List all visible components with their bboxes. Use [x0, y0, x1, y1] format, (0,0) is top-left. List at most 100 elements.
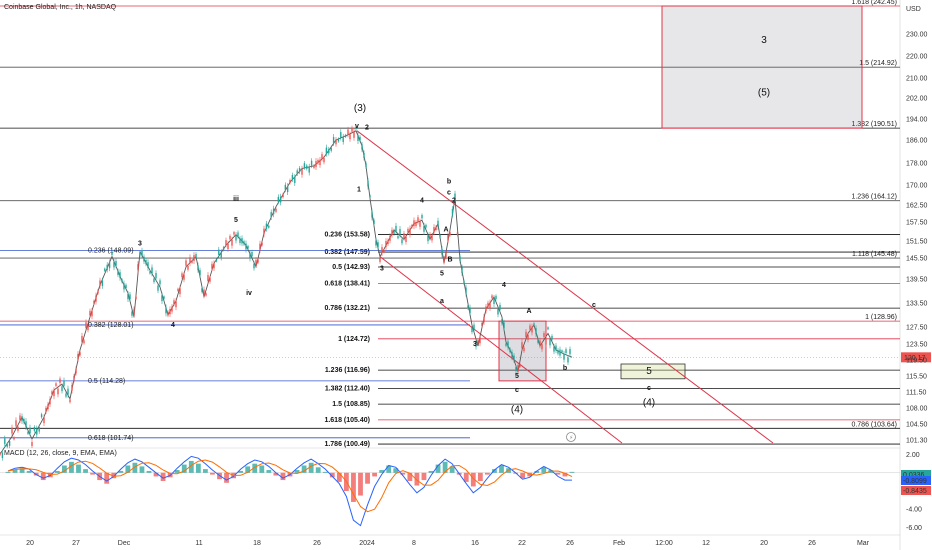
macd-histogram-bar: [386, 465, 392, 473]
candle-body: [515, 367, 517, 372]
candle-body: [155, 272, 157, 279]
candle-body: [479, 337, 481, 344]
candle-body: [399, 228, 401, 235]
candle-body: [441, 248, 443, 255]
candle-body: [57, 388, 59, 395]
candle-body: [461, 267, 463, 274]
x-tick-label: 8: [412, 540, 416, 547]
fib-level-label: 0.786 (103.64): [851, 421, 897, 428]
y-tick-label: 194.00: [906, 117, 928, 124]
candle-body: [123, 283, 125, 290]
wave-label: v: [355, 123, 359, 130]
candle-body: [435, 226, 437, 230]
macd-histogram-bar: [541, 467, 547, 473]
macd-histogram-bar: [499, 465, 504, 473]
wave-label: (3): [354, 103, 366, 114]
macd-histogram-bar: [104, 472, 110, 484]
macd-histogram-bar: [442, 461, 448, 473]
candle-body: [301, 168, 303, 175]
y-tick-label: 127.50: [906, 325, 928, 332]
x-tick-label: 22: [518, 540, 526, 547]
retracement-label: 1.618 (105.40): [324, 417, 370, 424]
candle-body: [533, 323, 535, 326]
candle-body: [4, 438, 6, 445]
y-tick-label: 119.50: [906, 358, 927, 365]
macd-histogram-bar: [569, 471, 575, 473]
candle-body: [335, 139, 337, 145]
candle-body: [229, 235, 231, 240]
candle-body: [27, 431, 29, 434]
macd-histogram-bar: [54, 470, 60, 473]
candle-body: [308, 166, 310, 173]
retracement-label: 0.618 (138.41): [324, 280, 370, 287]
candle-body: [177, 288, 179, 291]
candle-body: [106, 264, 108, 270]
macd-histogram-bar: [428, 470, 434, 473]
candle-body: [330, 147, 332, 151]
candle-body: [227, 243, 229, 250]
candle-body: [379, 258, 381, 262]
candle-body: [377, 242, 379, 248]
candle-body: [489, 302, 491, 309]
wave-label: 5: [234, 217, 238, 224]
candle-body: [353, 131, 355, 138]
candle-body: [59, 378, 61, 383]
candle-body: [425, 224, 427, 228]
macd-value-label: -0.8435: [903, 488, 927, 495]
fib-level-label: 1.5 (214.92): [859, 60, 897, 67]
gear-icon[interactable]: ⚡: [566, 432, 576, 442]
candle-body: [332, 137, 335, 143]
x-tick-label: Dec: [118, 540, 131, 547]
fib-levels: 1.618 (242.45) 1.5 (214.92) 1.382 (190.51)…: [0, 0, 900, 448]
candle-body: [141, 250, 143, 256]
macd-histogram-bar: [520, 472, 526, 479]
macd-histogram-bar: [336, 472, 342, 482]
candle-body: [125, 284, 127, 288]
candle-body: [541, 344, 543, 350]
retracement-label: 0.236 (153.58): [324, 231, 370, 238]
macd-histogram-bar: [5, 471, 11, 473]
candle-body: [220, 251, 222, 258]
candle-body: [531, 326, 533, 333]
candle-body: [361, 144, 363, 150]
retracement-label: 0.5 (142.93): [332, 264, 370, 271]
candle-body: [313, 165, 315, 168]
candle-body: [251, 251, 253, 257]
candle-body: [463, 280, 465, 284]
candle-body: [347, 129, 349, 135]
candle-body: [45, 407, 47, 412]
x-tick-label: 26: [808, 540, 816, 547]
blue-level-label: 0.236 (148.09): [88, 248, 134, 255]
candle-body: [495, 295, 497, 300]
candle-body: [189, 257, 191, 264]
candle-body: [231, 239, 233, 246]
signal-line: [7, 459, 573, 513]
candle-body: [159, 280, 161, 285]
candle-body: [215, 259, 218, 262]
small-target-box: [620, 363, 686, 380]
candle-body: [549, 339, 551, 346]
candle-body: [282, 194, 284, 198]
y-tick-label: 157.50: [906, 220, 928, 227]
macd-y-tick: -6.00: [906, 525, 922, 532]
wave-label: 3: [138, 240, 142, 247]
candle-body: [63, 380, 65, 386]
macd-histogram-bar: [181, 464, 187, 473]
candle-body: [437, 220, 439, 227]
symbol-title: Coinbase Global, Inc., 1h, NASDAQ: [4, 4, 117, 11]
candle-body: [239, 238, 241, 243]
candle-body: [181, 273, 183, 278]
macd-histogram-bar: [351, 472, 356, 502]
macd-histogram-bar: [301, 465, 307, 473]
macd-histogram-bar: [379, 470, 385, 473]
candle-body: [247, 245, 249, 249]
candle-body: [433, 227, 435, 233]
candle-body: [477, 340, 479, 344]
macd-histogram-bar: [146, 470, 152, 473]
macd-histogram-bar: [203, 469, 208, 473]
candle-body: [163, 296, 165, 299]
candle-body: [417, 217, 419, 223]
blue-level-label: 0.618 (101.74): [88, 435, 134, 442]
candle-body: [101, 280, 104, 286]
